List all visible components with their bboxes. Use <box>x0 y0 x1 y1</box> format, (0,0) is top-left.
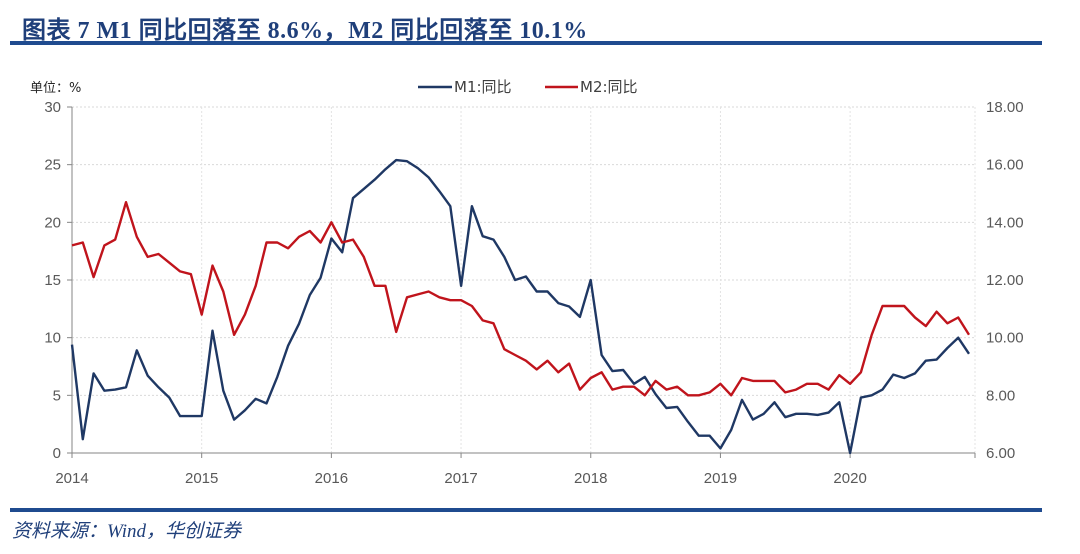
legend-m1-label: M1:同比 <box>454 78 512 96</box>
left-tick-label: 25 <box>44 157 61 174</box>
series-line-m2 <box>71 200 971 397</box>
title-divider <box>10 41 1042 45</box>
right-tick-label: 16.00 <box>986 157 1024 174</box>
series-lines <box>70 158 971 455</box>
source-note: 资料来源：Wind，华创证券 <box>12 521 242 542</box>
x-tick-label: 2020 <box>833 470 866 487</box>
left-tick-label: 10 <box>44 330 61 347</box>
left-tick-label: 30 <box>44 99 61 116</box>
right-tick-label: 6.00 <box>986 445 1015 462</box>
left-tick-label: 0 <box>53 445 61 462</box>
left-axis-ticks: 0 5 10 15 20 25 30 <box>44 99 61 462</box>
x-tick-label: 2014 <box>55 470 88 487</box>
right-tick-label: 12.00 <box>986 272 1024 289</box>
source-divider <box>10 508 1042 512</box>
right-tick-label: 10.00 <box>986 330 1024 347</box>
figure-title: 图表 7 M1 同比回落至 8.6%，M2 同比回落至 10.1% <box>22 18 588 44</box>
x-tick-label: 2016 <box>315 470 348 487</box>
gridlines <box>72 106 976 453</box>
x-tick-label: 2015 <box>185 470 218 487</box>
left-tick-label: 20 <box>44 214 61 231</box>
right-tick-label: 18.00 <box>986 99 1024 116</box>
x-tick-label: 2019 <box>704 470 737 487</box>
legend-m2-label: M2:同比 <box>580 78 638 96</box>
x-axis-ticks: 2014 2015 2016 2017 2018 2019 2020 <box>55 470 866 487</box>
series-line-m1 <box>70 158 970 455</box>
right-tick-label: 14.00 <box>986 214 1024 231</box>
left-tick-label: 5 <box>53 387 61 404</box>
unit-label: 单位：% <box>30 81 81 96</box>
right-axis-ticks: 6.00 8.00 10.00 12.00 14.00 16.00 18.00 <box>986 99 1024 462</box>
x-tick-label: 2018 <box>574 470 607 487</box>
right-tick-label: 8.00 <box>986 387 1015 404</box>
legend: M1:同比 M2:同比 <box>418 78 638 96</box>
x-tick-label: 2017 <box>444 470 477 487</box>
left-tick-label: 15 <box>44 272 61 289</box>
axes <box>67 106 976 458</box>
